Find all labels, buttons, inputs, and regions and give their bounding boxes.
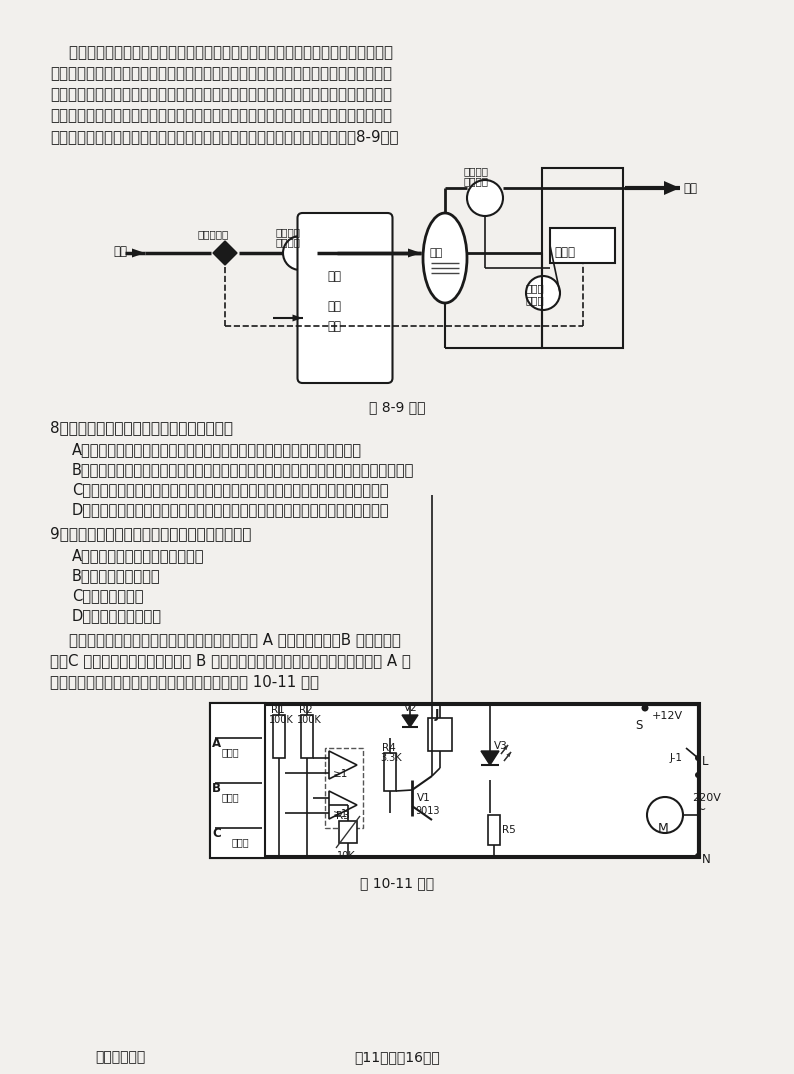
Bar [325,748,363,828]
Text: 100K: 100K [297,715,322,725]
Text: A．蒸汽使用量剧增时，给水调节阀的开度相应增大，体现了系统的相关性: A．蒸汽使用量剧增时，给水调节阀的开度相应增大，体现了系统的相关性 [72,442,362,458]
Polygon shape [329,751,357,779]
Bar [384,753,396,790]
Text: 水位检: 水位检 [525,284,544,293]
Text: 燃料: 燃料 [327,320,341,333]
Text: 汽包: 汽包 [429,248,442,258]
Text: 9．下列关于汽包水位控制系统的说法中正确的是: 9．下列关于汽包水位控制系统的说法中正确的是 [50,526,252,541]
Text: 第 10-11 题图: 第 10-11 题图 [360,876,434,890]
Bar [542,168,623,348]
Text: ~: ~ [696,803,707,816]
Text: 处理器: 处理器 [554,246,575,259]
Text: 给水流量: 给水流量 [275,227,300,237]
Polygon shape [503,745,508,750]
Text: 第 8-9 题图: 第 8-9 题图 [368,400,426,413]
Text: ≥1: ≥1 [333,769,349,779]
Text: 蒸汽流量: 蒸汽流量 [463,166,488,176]
Polygon shape [132,248,145,258]
Polygon shape [292,315,303,321]
Text: B．给水流量检测装置损坏时，汽包水位也基本能得到控制，说明该系统的环境适应性好: B．给水流量检测装置损坏时，汽包水位也基本能得到控制，说明该系统的环境适应性好 [72,462,414,477]
Text: 头，C 是零水位探头。当水位低于 B 点时，水泵向水箱注水，当水位达到或高于 A 点: 头，C 是零水位探头。当水位低于 B 点时，水泵向水箱注水，当水位达到或高于 A… [50,653,410,668]
Polygon shape [664,182,680,195]
Text: 给水: 给水 [113,245,127,258]
Bar [273,715,285,758]
Text: 零水位: 零水位 [232,837,249,847]
Text: R2: R2 [299,705,313,715]
Polygon shape [507,752,511,757]
Text: 检测装置: 检测装置 [463,176,488,186]
Text: B: B [212,782,221,795]
Text: 第11页（共16页）: 第11页（共16页） [354,1050,440,1064]
Text: 10K: 10K [337,851,356,861]
Circle shape [467,180,503,216]
Text: J-1: J-1 [670,753,683,763]
Circle shape [642,705,649,711]
Polygon shape [408,248,421,258]
Text: V1: V1 [417,793,431,803]
FancyBboxPatch shape [298,213,392,383]
Text: D．设计该系统时，应先确定好各种检测装置和处理器的性能，再设计汽包和炉膛: D．设计该系统时，应先确定好各种检测装置和处理器的性能，再设计汽包和炉膛 [72,502,390,517]
Text: 炉膛: 炉膛 [327,270,341,284]
Circle shape [647,797,683,833]
Text: L: L [702,755,708,768]
Text: 给水调节阀: 给水调节阀 [197,229,228,240]
Text: 如图所示是某锅炉汽水系统及其汽包水位控制子系统示意图。汽包是一个蒸汽发生: 如图所示是某锅炉汽水系统及其汽包水位控制子系统示意图。汽包是一个蒸汽发生 [50,45,393,60]
Text: 蒸汽: 蒸汽 [683,182,697,195]
Text: V2: V2 [404,703,418,713]
Text: +12V: +12V [652,711,683,721]
Circle shape [695,755,701,761]
Polygon shape [402,715,418,727]
Circle shape [695,853,701,859]
Text: 220V: 220V [692,793,721,803]
Text: 测数据，控制给水调节阀，使汽包水位保持在一定范围内。同时参考容易测得的水流量: 测数据，控制给水调节阀，使汽包水位保持在一定范围内。同时参考容易测得的水流量 [50,108,392,124]
Polygon shape [213,241,237,265]
Circle shape [526,276,560,310]
Text: C．处理器综合分析多种监测装置数据后进行控制，体现了系统分析的科学性原则: C．处理器综合分析多种监测装置数据后进行控制，体现了系统分析的科学性原则 [72,482,388,497]
Text: 9013: 9013 [415,806,440,816]
Bar [488,815,500,845]
Circle shape [695,772,701,778]
Text: C: C [212,827,221,840]
Text: 低水位: 低水位 [222,792,240,802]
Bar [550,228,615,263]
Text: D．采用了反馈的手段: D．采用了反馈的手段 [72,608,162,623]
Polygon shape [481,751,499,765]
Text: R4: R4 [382,743,395,753]
Text: 3.3K: 3.3K [380,753,402,763]
Text: R5: R5 [502,825,516,834]
Text: J: J [435,708,439,721]
Bar [301,715,313,758]
Polygon shape [329,790,357,819]
Text: 水全部汽化，导致设备烧坏甚至爆炸。汽包水位控制系统的处理器根据汽包内水位的检: 水全部汽化，导致设备烧坏甚至爆炸。汽包水位控制系统的处理器根据汽包内水位的检 [50,87,392,102]
Bar [210,703,265,858]
Text: 测装置: 测装置 [525,295,544,305]
Text: 高水位: 高水位 [222,748,240,757]
Circle shape [283,236,317,270]
Text: S: S [635,719,642,732]
Text: 装置，水位过高会造成蒸汽带水，损坏后续的蒸汽处理或使用设备。水位过低则容易使: 装置，水位过高会造成蒸汽带水，损坏后续的蒸汽处理或使用设备。水位过低则容易使 [50,66,392,81]
Text: 空气: 空气 [327,300,341,313]
Text: 8．从系统的角度分析，下列说法中恰当的是: 8．从系统的角度分析，下列说法中恰当的是 [50,420,233,435]
Text: N: N [702,853,711,866]
Text: C．输出量是蒸汽: C．输出量是蒸汽 [72,587,144,603]
Text: 高二技术试卷: 高二技术试卷 [95,1050,145,1064]
Text: 时，水泵停止注水。请根据示意图及其描述完成第 10-11 题。: 时，水泵停止注水。请根据示意图及其描述完成第 10-11 题。 [50,674,319,690]
Text: 100K: 100K [269,715,294,725]
Text: 检测装置: 检测装置 [275,237,300,247]
Text: B．控制量是实际水位: B．控制量是实际水位 [72,568,160,583]
Text: A．炉膛热效率对控制精度无影响: A．炉膛热效率对控制精度无影响 [72,548,205,563]
Text: R3: R3 [336,811,349,821]
Text: 小明设计了如图所示的水箱水位控制电路，其中 A 是高水位探头，B 是低水位探: 小明设计了如图所示的水箱水位控制电路，其中 A 是高水位探头，B 是低水位探 [50,632,401,647]
Text: 与蒸汽流量对特定类型的外部干扰进行迅速补偿。请根据示意图及其描述完成8-9题。: 与蒸汽流量对特定类型的外部干扰进行迅速补偿。请根据示意图及其描述完成8-9题。 [50,129,399,144]
Bar [339,821,357,843]
Bar [428,719,452,751]
Text: A: A [212,737,221,750]
Text: ≥1: ≥1 [333,809,349,819]
Bar [210,703,700,858]
Text: M: M [658,822,669,834]
Ellipse shape [423,213,467,303]
Text: V3: V3 [494,741,507,751]
Text: R1: R1 [271,705,285,715]
